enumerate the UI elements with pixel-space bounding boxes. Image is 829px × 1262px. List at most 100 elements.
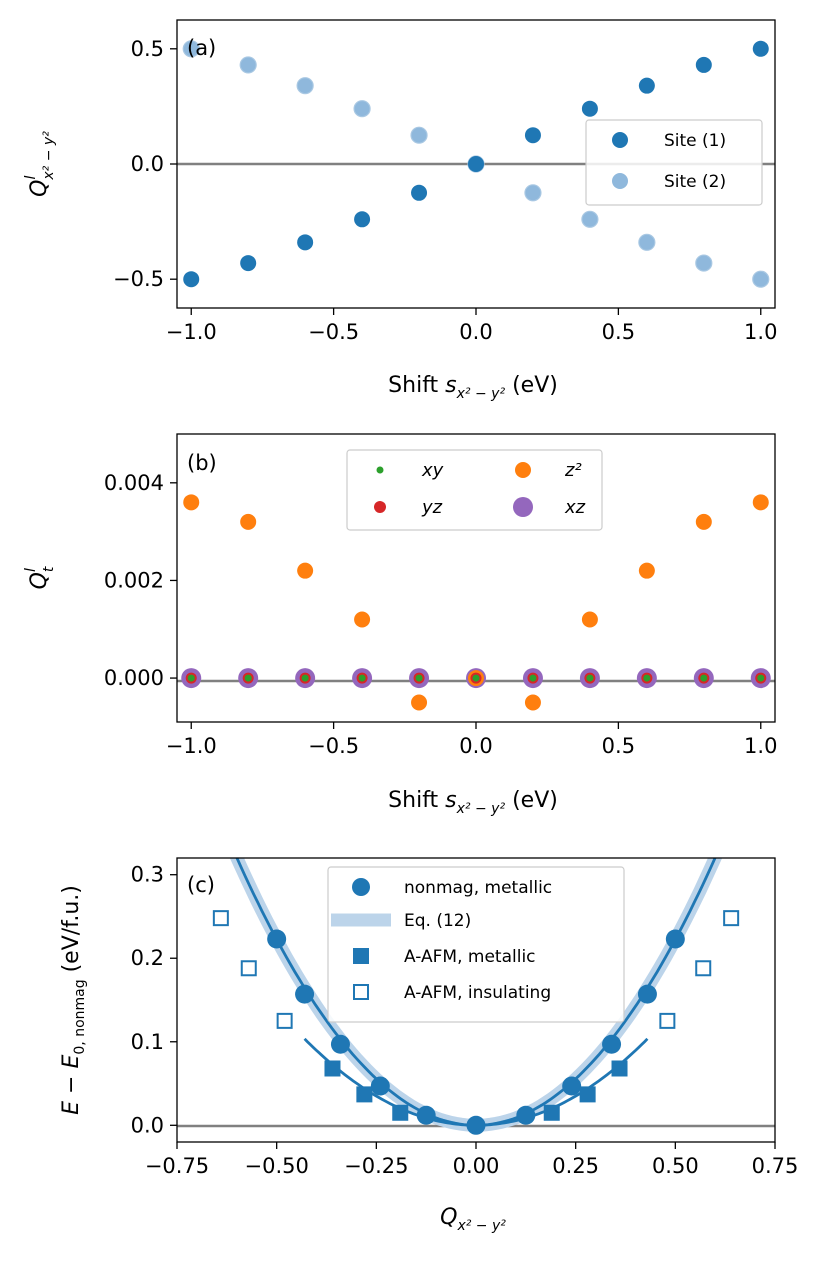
x-tick-label: 0.25 <box>552 1154 599 1178</box>
x-tick-label: −1.0 <box>166 320 217 344</box>
nonmag-point <box>637 984 657 1004</box>
x-tick-label: −0.5 <box>308 320 359 344</box>
z2-point <box>240 513 257 530</box>
aafm-insulating-point <box>212 910 229 927</box>
site-1-point <box>468 156 484 172</box>
z2-point <box>354 611 371 628</box>
legend-label-xz: xz <box>564 497 586 518</box>
xy-point <box>643 674 651 682</box>
panel-c-ylabel: E − E0, nonmag (eV/f.u.) <box>59 885 88 1115</box>
legend-marker-aafm-metallic <box>353 948 369 964</box>
xy-point <box>301 674 309 682</box>
legend-label-eq12: Eq. (12) <box>404 911 471 931</box>
site-2-point <box>581 210 599 228</box>
y-tick-label: 0.0 <box>131 152 164 176</box>
legend-label-site-2: Site (2) <box>664 172 726 192</box>
nonmag-point <box>602 1034 622 1054</box>
panel-c-xlabel: Qx² − y² <box>440 1205 506 1234</box>
site-2-point <box>638 233 656 251</box>
site-2-point <box>695 254 713 272</box>
panel-a-tag: (a) <box>187 36 216 60</box>
y-tick-label: 0.000 <box>104 666 164 690</box>
site-1-point <box>752 40 769 57</box>
x-tick-label: 0.75 <box>752 1154 799 1178</box>
site-2-point <box>752 270 770 288</box>
nonmag-point <box>516 1105 536 1125</box>
y-tick-label: 0.5 <box>131 37 164 61</box>
legend-label-yz: yz <box>421 497 443 518</box>
panel-a-ticks: −1.0 −0.5 0.0 0.5 1.0 −0.5 0.0 0.5 <box>113 37 777 344</box>
x-tick-label: 0.50 <box>652 1154 699 1178</box>
z2-point <box>183 494 200 511</box>
nonmag-point <box>295 984 315 1004</box>
z2-point <box>524 694 541 711</box>
site-1-point <box>524 127 541 144</box>
panel-b-legend-box <box>346 449 603 531</box>
y-tick-label: 0.002 <box>104 568 164 592</box>
aafm-metallic-point <box>543 1104 560 1121</box>
xy-point <box>244 674 252 682</box>
aafm-insulating-point <box>276 1012 293 1029</box>
xy-point <box>757 674 765 682</box>
legend-label-z2: z² <box>564 460 582 481</box>
panel-a-marks <box>182 40 770 288</box>
legend-marker-nonmag-metallic <box>352 878 370 896</box>
x-tick-label: 0.5 <box>602 320 635 344</box>
x-tick-label: −0.50 <box>244 1154 308 1178</box>
site-1-point <box>581 100 598 117</box>
legend-label-site-1: Site (1) <box>664 131 726 151</box>
x-tick-label: −0.5 <box>308 734 359 758</box>
site-1-point <box>411 184 428 201</box>
x-tick-label: 0.5 <box>602 734 635 758</box>
legend-marker-xz <box>513 497 533 517</box>
nonmag-point <box>466 1115 486 1135</box>
y-tick-label: 0.0 <box>131 1113 164 1137</box>
x-tick-label: 0.00 <box>453 1154 500 1178</box>
xy-point <box>472 674 480 682</box>
xy-point <box>358 674 366 682</box>
panel-a-legend-box <box>585 119 763 206</box>
aafm-metallic-point <box>356 1086 373 1103</box>
aafm-insulating-point <box>723 910 740 927</box>
y-tick-label: 0.004 <box>104 471 164 495</box>
panel-b-xlabel: Shift sx² − y² (eV) <box>388 788 558 817</box>
panel-c-legend: nonmag, metallic Eq. (12) A-AFM, metalli… <box>327 866 625 1023</box>
z2-point <box>752 494 769 511</box>
panel-b: −1.0 −0.5 0.0 0.5 1.0 0.000 0.002 0.004 (b) xy … <box>23 433 778 817</box>
nonmag-point <box>562 1076 582 1096</box>
site-1-point <box>354 211 371 228</box>
site-2-point <box>182 40 200 58</box>
x-tick-label: −0.25 <box>344 1154 408 1178</box>
panel-a-ylabel: Ql x² − y² <box>23 131 57 197</box>
panel-c-marks <box>212 858 740 1135</box>
nonmag-point <box>330 1034 350 1054</box>
site-1-point <box>695 56 712 73</box>
aafm-insulating-point <box>695 960 712 977</box>
site-2-point <box>296 77 314 95</box>
y-tick-label: 0.1 <box>131 1030 164 1054</box>
site-2-point <box>524 184 542 202</box>
legend-marker-site-2 <box>612 173 628 189</box>
panel-b-ticks: −1.0 −0.5 0.0 0.5 1.0 0.000 0.002 0.004 <box>104 471 778 758</box>
x-tick-label: 1.0 <box>744 734 777 758</box>
aafm-metallic-point <box>392 1104 409 1121</box>
panel-c-ticks: −0.75 −0.50 −0.25 0.00 0.25 0.50 0.75 0.0 0.1 0.2… <box>131 863 799 1178</box>
z2-point <box>695 513 712 530</box>
y-tick-label: 0.2 <box>131 946 164 970</box>
site-2-point <box>239 56 257 74</box>
nonmag-point <box>370 1076 390 1096</box>
xy-point <box>187 674 195 682</box>
x-tick-label: 0.0 <box>459 734 492 758</box>
panel-c-tag: (c) <box>187 873 215 897</box>
z2-point <box>638 562 655 579</box>
panel-b-tag: (b) <box>187 451 217 475</box>
z2-point <box>581 611 598 628</box>
site-1-point <box>183 271 200 288</box>
legend-marker-aafm-insulating <box>353 984 369 1000</box>
xy-point <box>700 674 708 682</box>
y-tick-label: −0.5 <box>113 267 164 291</box>
panel-b-ylabel: Ql t <box>23 566 57 589</box>
panel-c: −0.75 −0.50 −0.25 0.00 0.25 0.50 0.75 0.0 0.1 0.2… <box>59 857 799 1234</box>
aafm-insulating-point <box>240 960 257 977</box>
